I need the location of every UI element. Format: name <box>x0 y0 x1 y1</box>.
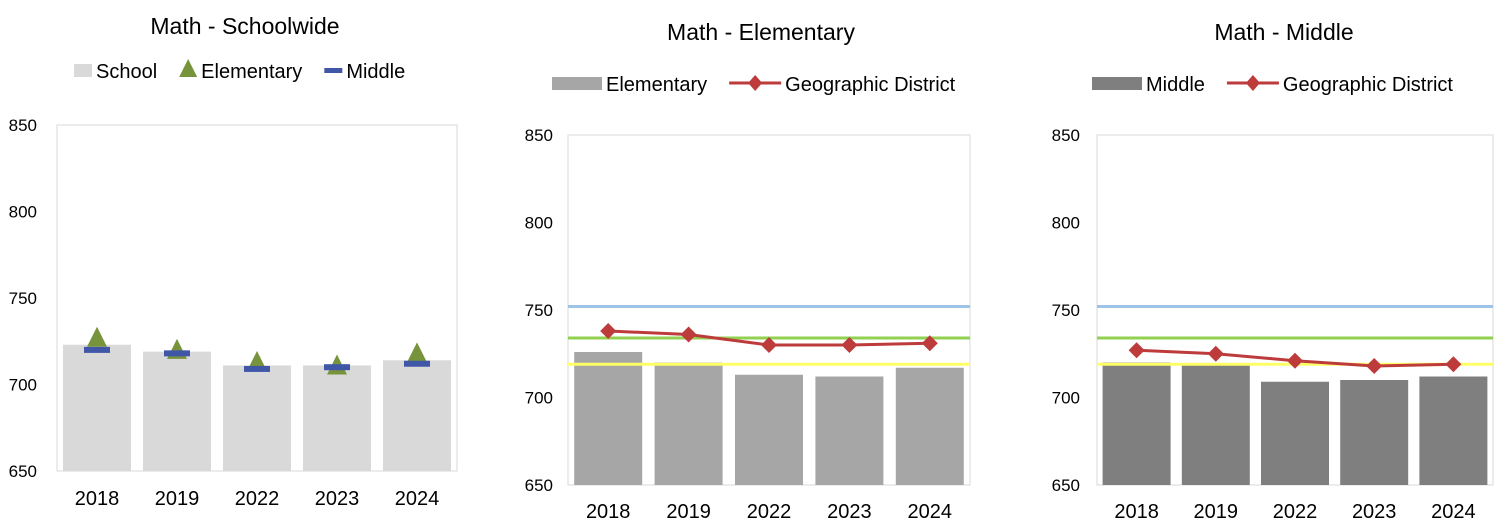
chart-math-middle-svg: Math - Middle Middle Geographic District 65… <box>1052 19 1494 523</box>
district-point-2019 <box>680 326 697 343</box>
bar-2019 <box>654 362 723 485</box>
legend-geographic-district-label: Geographic District <box>1283 74 1454 96</box>
elementary-marker-2018 <box>87 326 107 347</box>
y-tick-label: 650 <box>9 462 37 481</box>
legend-geographic-district-marker <box>748 75 763 91</box>
x-tick-label: 2024 <box>1431 501 1476 523</box>
bar-2024 <box>895 367 964 485</box>
legend-middle-swatch <box>324 68 343 73</box>
district-point-2023 <box>841 337 858 353</box>
legend-elementary-swatch <box>552 77 602 90</box>
x-tick-label: 2018 <box>586 501 631 523</box>
legend-school-swatch <box>74 64 92 77</box>
middle-marker-2019 <box>164 350 190 357</box>
district-point-2024 <box>921 335 938 352</box>
x-tick-label: 2022 <box>235 488 280 510</box>
bar-2024 <box>1419 376 1488 485</box>
y-tick-label: 700 <box>1052 389 1080 408</box>
bar-2019 <box>1181 364 1250 485</box>
district-point-2018 <box>1128 342 1145 359</box>
legend-school-label: School <box>96 61 157 83</box>
legend-elementary-swatch <box>179 59 198 77</box>
legend-geographic-district-label: Geographic District <box>785 74 956 96</box>
bar-2024 <box>383 360 451 471</box>
district-point-2018 <box>600 323 617 339</box>
middle-marker-2024 <box>404 360 430 367</box>
x-tick-label: 2022 <box>747 501 792 523</box>
y-tick-label: 850 <box>1052 126 1080 145</box>
y-tick-label: 800 <box>1052 214 1080 233</box>
x-tick-label: 2023 <box>827 501 872 523</box>
x-tick-label: 2024 <box>395 488 440 510</box>
bar-2022 <box>735 374 803 485</box>
legend-middle-swatch <box>1092 77 1142 90</box>
x-tick-label: 2019 <box>666 501 711 523</box>
x-tick-label: 2019 <box>1194 501 1239 523</box>
district-point-2019 <box>1207 345 1224 362</box>
x-tick-label: 2023 <box>1352 501 1397 523</box>
legend-middle-label: Middle <box>346 61 405 83</box>
x-tick-label: 2024 <box>908 501 953 523</box>
chart-math-elementary: Math - Elementary Elementary Geographic Di… <box>500 0 1000 529</box>
y-tick-label: 850 <box>525 126 553 145</box>
y-tick-label: 750 <box>9 289 37 308</box>
chart-math-middle: Math - Middle Middle Geographic District 65… <box>1020 0 1500 529</box>
bar-2023 <box>1340 380 1409 485</box>
chart-math-schoolwide-svg: Math - Schoolwide School Elementary Middle 6… <box>9 13 458 510</box>
y-tick-label: 750 <box>525 301 553 320</box>
bar-2023 <box>815 376 884 485</box>
x-tick-label: 2022 <box>1273 501 1318 523</box>
y-tick-label: 650 <box>525 476 553 495</box>
y-tick-label: 800 <box>9 203 37 222</box>
chart-title: Math - Schoolwide <box>150 13 339 39</box>
bar-2018 <box>574 352 643 485</box>
y-tick-label: 850 <box>9 116 37 135</box>
x-tick-label: 2018 <box>75 488 120 510</box>
chart-title: Math - Middle <box>1214 19 1353 45</box>
bar-2018 <box>1102 362 1171 485</box>
y-tick-label: 700 <box>9 376 37 395</box>
elementary-marker-2024 <box>407 342 427 363</box>
middle-marker-2023 <box>324 364 350 371</box>
y-tick-label: 700 <box>525 389 553 408</box>
legend-elementary-label: Elementary <box>606 74 707 96</box>
district-point-2024 <box>1445 356 1462 373</box>
legend-geographic-district-marker <box>1245 75 1260 91</box>
y-tick-label: 750 <box>1052 301 1080 320</box>
x-tick-label: 2023 <box>315 488 360 510</box>
bar-2022 <box>1261 381 1329 485</box>
middle-marker-2022 <box>244 365 270 372</box>
chart-title: Math - Elementary <box>667 19 855 45</box>
district-point-2023 <box>1366 358 1383 374</box>
y-tick-label: 650 <box>1052 476 1080 495</box>
y-tick-label: 800 <box>525 214 553 233</box>
chart-math-elementary-svg: Math - Elementary Elementary Geographic Di… <box>525 19 971 523</box>
legend-middle-label: Middle <box>1146 74 1205 96</box>
bar-2023 <box>303 365 371 471</box>
bar-2018 <box>63 344 131 471</box>
bar-2019 <box>143 351 211 471</box>
district-point-2022 <box>761 337 777 353</box>
x-tick-label: 2018 <box>1114 501 1159 523</box>
middle-marker-2018 <box>84 346 110 353</box>
x-tick-label: 2019 <box>155 488 200 510</box>
district-point-2022 <box>1287 352 1303 369</box>
bar-2022 <box>223 365 291 471</box>
chart-math-schoolwide: Math - Schoolwide School Elementary Middle 6… <box>0 0 470 529</box>
legend-elementary-label: Elementary <box>201 61 302 83</box>
